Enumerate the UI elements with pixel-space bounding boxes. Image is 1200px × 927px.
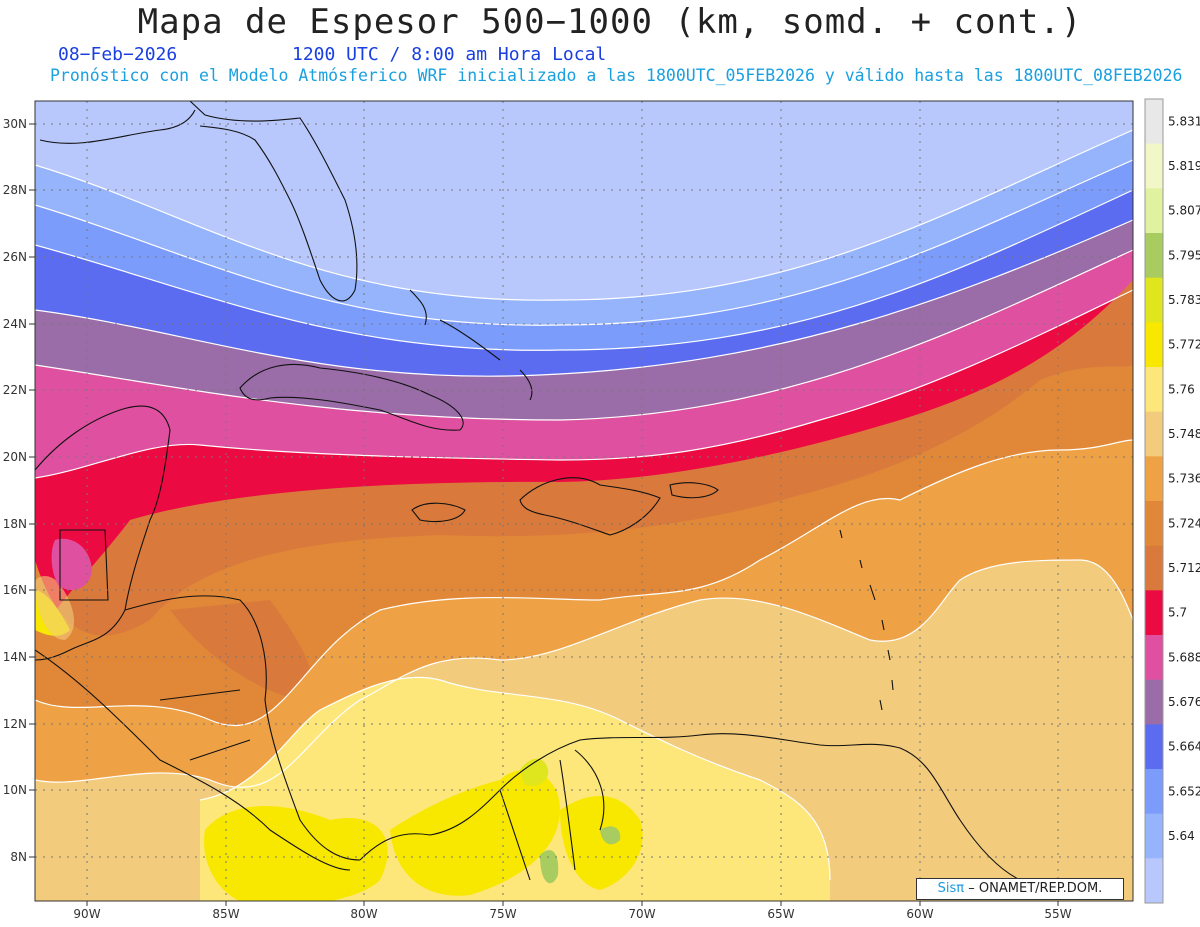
colorbar-label: 5.724: [1168, 516, 1200, 530]
lon-label-75w: 75W: [489, 907, 516, 921]
lat-ticks: [29, 123, 35, 858]
central-america-borders: [159, 689, 251, 761]
map-title: Mapa de Espesor 500−1000 (km, somd. + co…: [137, 2, 1083, 42]
colorbar-swatch: [1145, 769, 1163, 815]
lat-label-22n: 22N: [3, 383, 27, 397]
colorbar-swatch: [1145, 858, 1163, 904]
colorbar-label: 5.676: [1168, 695, 1200, 709]
map-frame: [34, 100, 1134, 902]
colorbar-swatch: [1145, 724, 1163, 770]
bahamas-coast: [409, 289, 533, 401]
lon-ticks: [86, 901, 1059, 906]
colorbar-swatch: [1145, 99, 1163, 145]
lat-label-28n: 28N: [3, 183, 27, 197]
colorbar-label: 5.664: [1168, 740, 1200, 754]
credit-org: – ONAMET/REP.DOM.: [968, 881, 1103, 896]
colorbar-swatch: [1145, 590, 1163, 636]
colorbar-label: 5.652: [1168, 784, 1200, 798]
puerto-rico-coast: [669, 482, 719, 499]
colorbar-label: 5.772: [1168, 338, 1200, 352]
central-america-east-coast: [124, 595, 361, 861]
colorbar-swatch: [1145, 545, 1163, 591]
colorbar-swatch: [1145, 501, 1163, 547]
lat-label-12n: 12N: [3, 717, 27, 731]
belize-border: [59, 529, 109, 601]
colorbar-label: 5.819: [1168, 159, 1200, 173]
lat-label-14n: 14N: [3, 650, 27, 664]
colorbar-swatch: [1145, 411, 1163, 457]
lat-label-18n: 18N: [3, 517, 27, 531]
colorbar-swatch: [1145, 322, 1163, 368]
colorbar-swatch: [1145, 143, 1163, 189]
colorbar-label: 5.688: [1168, 650, 1200, 664]
south-america-north-coast: [359, 733, 1021, 881]
thickness-contours: [35, 129, 1133, 881]
cuba-coast: [239, 363, 464, 431]
graticule: [35, 101, 1133, 901]
lon-label-80w: 80W: [350, 907, 377, 921]
colorbar-label: 5.712: [1168, 561, 1200, 575]
credit-brand: Sisπ: [937, 881, 965, 896]
colorbar: 5.831 5.819 5.807 5.795 5.783 5.772 5.76 5.748 5…: [1144, 98, 1200, 904]
forecast-description: Pronóstico con el Modelo Atmósferico WRF…: [50, 66, 1183, 85]
colorbar-swatch: [1145, 635, 1163, 681]
colorbar-label: 5.736: [1168, 472, 1200, 486]
colorbar-label: 5.831: [1168, 114, 1200, 128]
lon-label-55w: 55W: [1044, 907, 1071, 921]
lon-label-70w: 70W: [628, 907, 655, 921]
colorbar-label: 5.7: [1168, 606, 1187, 620]
colorbar-swatch: [1145, 679, 1163, 725]
forecast-time: 1200 UTC / 8:00 am Hora Local: [292, 44, 607, 65]
lat-label-16n: 16N: [3, 583, 27, 597]
lat-label-30n: 30N: [3, 117, 27, 131]
lat-label-26n: 26N: [3, 250, 27, 264]
lon-label-90w: 90W: [73, 907, 100, 921]
colorbar-swatch: [1145, 813, 1163, 859]
lon-label-60w: 60W: [906, 907, 933, 921]
central-america-pacific-coast: [35, 649, 351, 871]
colorbar-swatch: [1145, 367, 1163, 413]
lon-label-65w: 65W: [767, 907, 794, 921]
colorbar-label: 5.748: [1168, 427, 1200, 441]
credit-box: Sisπ – ONAMET/REP.DOM.: [916, 878, 1124, 900]
forecast-date: 08−Feb−2026: [58, 44, 178, 65]
colorbar-label: 5.783: [1168, 293, 1200, 307]
colorbar-swatch: [1145, 188, 1163, 234]
yucatan-coast: [35, 405, 171, 661]
lon-label-85w: 85W: [212, 907, 239, 921]
thickness-fill: [35, 101, 1133, 901]
colorbar-label: 5.795: [1168, 248, 1200, 262]
lat-label-10n: 10N: [3, 783, 27, 797]
lat-label-24n: 24N: [3, 317, 27, 331]
colorbar-swatch: [1145, 233, 1163, 279]
lat-label-8n: 8N: [10, 850, 27, 864]
jamaica-coast: [411, 502, 466, 523]
lesser-antilles: [839, 529, 894, 711]
colorbar-frame: [1144, 98, 1164, 904]
colorbar-swatch: [1145, 277, 1163, 323]
colorbar-swatch: [1145, 456, 1163, 502]
colorbar-label: 5.76: [1168, 382, 1195, 396]
colorbar-label: 5.807: [1168, 204, 1200, 218]
florida-coast: [189, 101, 358, 302]
colorbar-label: 5.64: [1168, 829, 1195, 843]
lat-label-20n: 20N: [3, 450, 27, 464]
gulf-coast: [39, 109, 196, 144]
